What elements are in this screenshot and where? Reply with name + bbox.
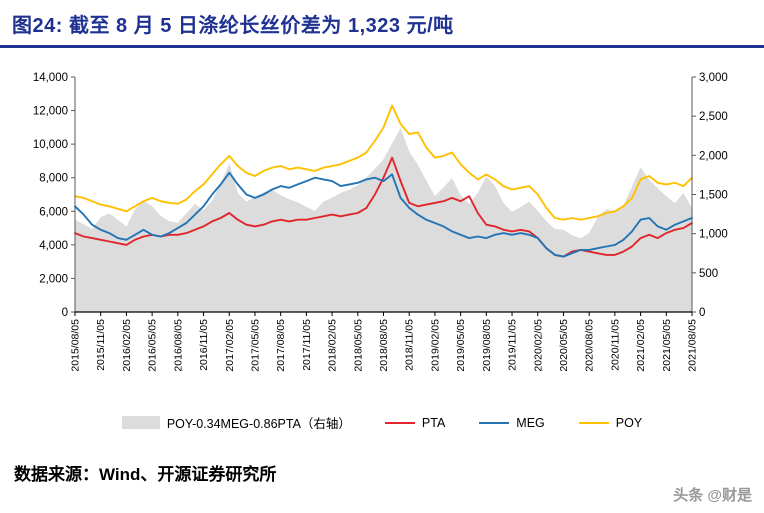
- area-swatch-icon: [121, 416, 160, 429]
- svg-text:6,000: 6,000: [39, 206, 68, 218]
- svg-text:2017/02/05: 2017/02/05: [224, 319, 236, 372]
- svg-text:2020/05/05: 2020/05/05: [558, 319, 570, 372]
- svg-text:2021/05/05: 2021/05/05: [661, 319, 673, 372]
- svg-text:2018/02/05: 2018/02/05: [327, 319, 339, 372]
- svg-text:4,000: 4,000: [39, 240, 68, 252]
- legend-label-meg: MEG: [516, 415, 545, 430]
- svg-text:2021/08/05: 2021/08/05: [687, 319, 699, 372]
- svg-text:2019/11/05: 2019/11/05: [507, 319, 519, 371]
- svg-text:2019/02/05: 2019/02/05: [429, 319, 441, 372]
- line-swatch-icon: [578, 421, 609, 424]
- svg-text:2,000: 2,000: [39, 273, 68, 285]
- legend-label-poy: POY: [615, 415, 643, 430]
- chart-area: 0 2,000 4,000 6,000 8,000 10,000 12,000 14,000 0…: [0, 48, 764, 413]
- svg-text:2017/11/05: 2017/11/05: [301, 319, 313, 371]
- svg-text:2,500: 2,500: [699, 111, 728, 123]
- svg-text:2019/05/05: 2019/05/05: [455, 319, 467, 372]
- svg-text:2019/08/05: 2019/08/05: [481, 319, 493, 372]
- svg-text:2017/05/05: 2017/05/05: [250, 319, 262, 372]
- legend-item-poy: POY: [578, 415, 643, 430]
- chart-legend: POY-0.34MEG-0.86PTA（右轴） PTA MEG POY: [0, 413, 764, 432]
- watermark: 头条 @财是: [673, 487, 752, 504]
- svg-text:0: 0: [699, 307, 705, 319]
- svg-text:2015/08/05: 2015/08/05: [70, 319, 82, 372]
- svg-text:1,500: 1,500: [699, 190, 728, 202]
- svg-text:2015/11/05: 2015/11/05: [95, 319, 107, 371]
- svg-text:2018/05/05: 2018/05/05: [352, 319, 364, 372]
- svg-text:500: 500: [699, 268, 718, 280]
- svg-text:14,000: 14,000: [33, 72, 68, 84]
- svg-text:3,000: 3,000: [699, 72, 728, 84]
- legend-item-meg: MEG: [479, 415, 545, 430]
- legend-item-spread: POY-0.34MEG-0.86PTA（右轴）: [121, 413, 351, 432]
- svg-text:2018/11/05: 2018/11/05: [404, 319, 416, 371]
- price-spread-chart: 0 2,000 4,000 6,000 8,000 10,000 12,000 14,000 0…: [33, 72, 728, 372]
- figure-title: 图24: 截至 8 月 5 日涤纶长丝价差为 1,323 元/吨: [12, 15, 454, 37]
- svg-text:2,000: 2,000: [699, 150, 728, 162]
- svg-text:2016/02/05: 2016/02/05: [121, 319, 133, 372]
- svg-text:2020/11/05: 2020/11/05: [609, 319, 621, 371]
- svg-text:2020/02/05: 2020/02/05: [532, 319, 544, 372]
- line-swatch-icon: [384, 421, 415, 424]
- svg-text:8,000: 8,000: [39, 173, 68, 185]
- svg-text:2016/05/05: 2016/05/05: [147, 319, 159, 372]
- svg-text:2017/08/05: 2017/08/05: [275, 319, 287, 372]
- svg-text:2020/08/05: 2020/08/05: [584, 319, 596, 372]
- svg-text:2021/02/05: 2021/02/05: [635, 319, 647, 372]
- data-source: 数据来源：Wind、开源证券研究所: [14, 465, 277, 484]
- svg-text:2016/11/05: 2016/11/05: [198, 319, 210, 371]
- svg-text:1,000: 1,000: [699, 229, 728, 241]
- figure-title-bar: 图24: 截至 8 月 5 日涤纶长丝价差为 1,323 元/吨: [0, 0, 764, 48]
- line-swatch-icon: [479, 421, 510, 424]
- legend-label-spread: POY-0.34MEG-0.86PTA（右轴）: [166, 417, 351, 431]
- svg-text:2018/08/05: 2018/08/05: [378, 319, 390, 372]
- svg-text:12,000: 12,000: [33, 106, 68, 118]
- svg-text:10,000: 10,000: [33, 139, 68, 151]
- legend-item-pta: PTA: [384, 415, 446, 430]
- svg-text:0: 0: [62, 307, 68, 319]
- legend-label-pta: PTA: [421, 415, 446, 430]
- svg-text:2016/08/05: 2016/08/05: [172, 319, 184, 372]
